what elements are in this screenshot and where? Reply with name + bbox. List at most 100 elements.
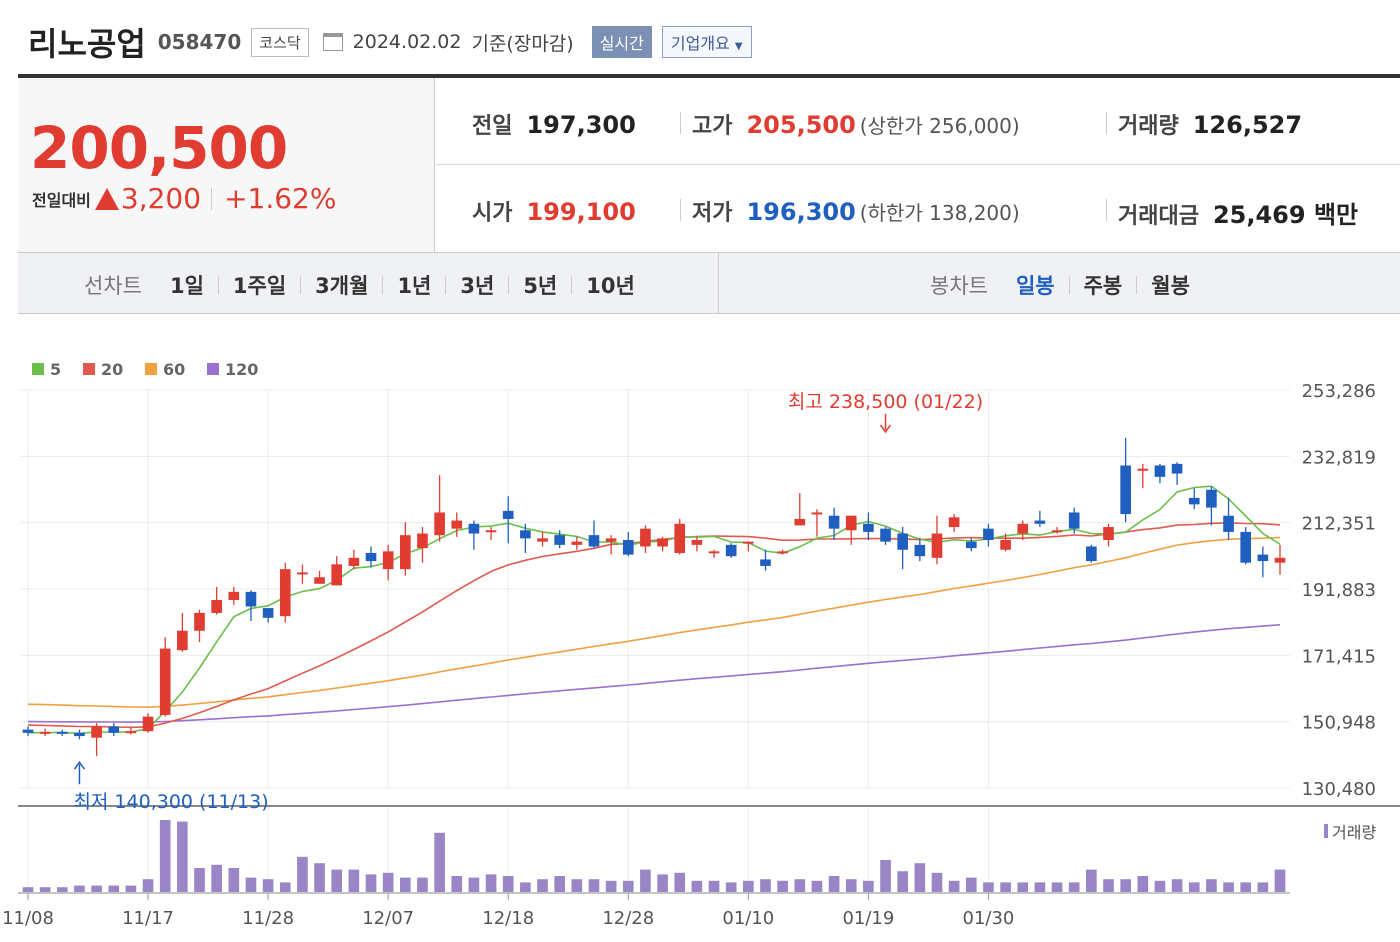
legend-label: 120	[225, 360, 258, 379]
divider	[680, 112, 681, 134]
candle-body	[965, 541, 977, 549]
candle-body	[22, 729, 34, 733]
tab-separator	[382, 276, 384, 294]
volume-bar	[125, 885, 137, 892]
volume-bar	[245, 877, 257, 892]
realtime-button[interactable]: 실시간	[591, 26, 652, 58]
low-arrow-head	[73, 760, 86, 770]
company-overview-button[interactable]: 기업개요 ▼	[661, 26, 752, 58]
candle-body	[1274, 557, 1286, 563]
y-tick-label: 232,819	[1302, 447, 1376, 468]
high-annotation: 최고 238,500 (01/22)	[788, 391, 983, 413]
stock-name: 리노공업	[28, 25, 146, 63]
low-label: 저가	[692, 201, 733, 226]
volume-bar	[914, 863, 926, 892]
legend-swatch	[145, 363, 157, 375]
volume-label: 거래량	[1118, 114, 1179, 139]
tab-line-period-5[interactable]: 5년	[523, 274, 558, 298]
candle-body	[194, 612, 205, 631]
y-tick-label: 171,415	[1302, 646, 1376, 667]
x-tick-label: 11/08	[2, 908, 54, 929]
candle-body	[331, 564, 343, 586]
tab-separator	[571, 276, 573, 294]
candle-body	[108, 726, 120, 733]
candle-body	[297, 572, 308, 575]
tab-candle-period-0[interactable]: 일봉	[1015, 274, 1055, 298]
prev-close: 전일 197,300	[472, 108, 636, 140]
high-label: 고가	[692, 114, 733, 139]
volume-bar	[828, 876, 840, 892]
candle-body	[417, 533, 428, 549]
candle-body	[1206, 489, 1217, 508]
volume: 거래량 126,527	[1118, 108, 1302, 140]
candle-body	[880, 528, 891, 542]
change-percent: +1.62%	[224, 182, 337, 215]
volume-bar	[451, 876, 463, 892]
tab-line-period-1[interactable]: 1주일	[232, 274, 287, 298]
x-tick-label: 11/28	[242, 908, 294, 929]
volume-bar	[965, 877, 977, 892]
x-tick-label: 11/17	[122, 908, 174, 929]
candle-body	[1120, 465, 1131, 515]
current-price: 200,500	[30, 114, 288, 182]
volume-bar	[760, 879, 771, 892]
x-tick-label: 01/10	[722, 908, 774, 929]
tab-candle-period-2[interactable]: 월봉	[1151, 274, 1190, 298]
calendar-icon	[322, 33, 343, 51]
volume-bar	[845, 879, 857, 892]
candle-body	[382, 551, 394, 570]
volume-bar	[365, 874, 377, 892]
candle-body	[537, 538, 548, 542]
volume-bar	[1103, 879, 1114, 892]
y-tick-label: 191,883	[1302, 580, 1376, 601]
candle-body	[1188, 497, 1200, 505]
divider	[1106, 199, 1107, 221]
candle-body	[828, 515, 840, 529]
volume-bar	[382, 872, 394, 892]
candle-body	[571, 541, 583, 545]
tab-line-period-4[interactable]: 3년	[460, 274, 495, 298]
candle-body	[1223, 515, 1234, 532]
low-annotation: 최저 140,300 (11/13)	[73, 791, 268, 813]
tab-line-period-2[interactable]: 3개월	[315, 274, 369, 298]
volume-bar	[39, 887, 51, 892]
volume-bar	[863, 880, 874, 892]
change-label: 전일대비	[32, 190, 91, 210]
open-value: 199,100	[526, 198, 636, 226]
candle-body	[1137, 468, 1149, 471]
volume-bar	[571, 879, 583, 892]
candle-body	[794, 518, 806, 526]
legend-swatch	[83, 363, 95, 375]
candle-body	[142, 716, 154, 732]
tab-line-period-0[interactable]: 1일	[169, 274, 204, 298]
candle-body	[211, 599, 222, 613]
volume-bar	[1257, 882, 1269, 892]
x-tick-label: 01/19	[842, 908, 894, 929]
low-value: 196,300	[746, 198, 856, 226]
y-tick-label: 150,948	[1302, 713, 1376, 734]
tab-candle-period-1[interactable]: 주봉	[1083, 274, 1123, 298]
ma-60-line	[27, 536, 1281, 709]
candle-body	[1154, 465, 1166, 477]
candle-body	[228, 591, 240, 600]
candle-body	[348, 557, 360, 566]
volume-bar	[691, 880, 703, 892]
candle-body	[262, 608, 274, 618]
candle-body	[1240, 531, 1252, 563]
candle-body	[863, 523, 874, 532]
candle-body	[468, 523, 480, 534]
volume-bar	[1120, 879, 1131, 892]
candle-body	[159, 648, 171, 716]
volume-bar	[588, 879, 600, 892]
volume-bar	[468, 877, 480, 892]
volume-bar	[794, 879, 806, 892]
candle-body	[1171, 463, 1183, 474]
prev-close-label: 전일	[472, 114, 513, 139]
candle-body	[1000, 540, 1011, 550]
candle-body	[39, 731, 51, 734]
tab-line-period-3[interactable]: 1년	[397, 274, 432, 298]
ma-20-line	[27, 521, 1281, 729]
tab-line-period-6[interactable]: 10년	[586, 274, 635, 298]
quote-date-note: 기준(장마감)	[471, 32, 574, 55]
volume-bar	[640, 869, 651, 892]
